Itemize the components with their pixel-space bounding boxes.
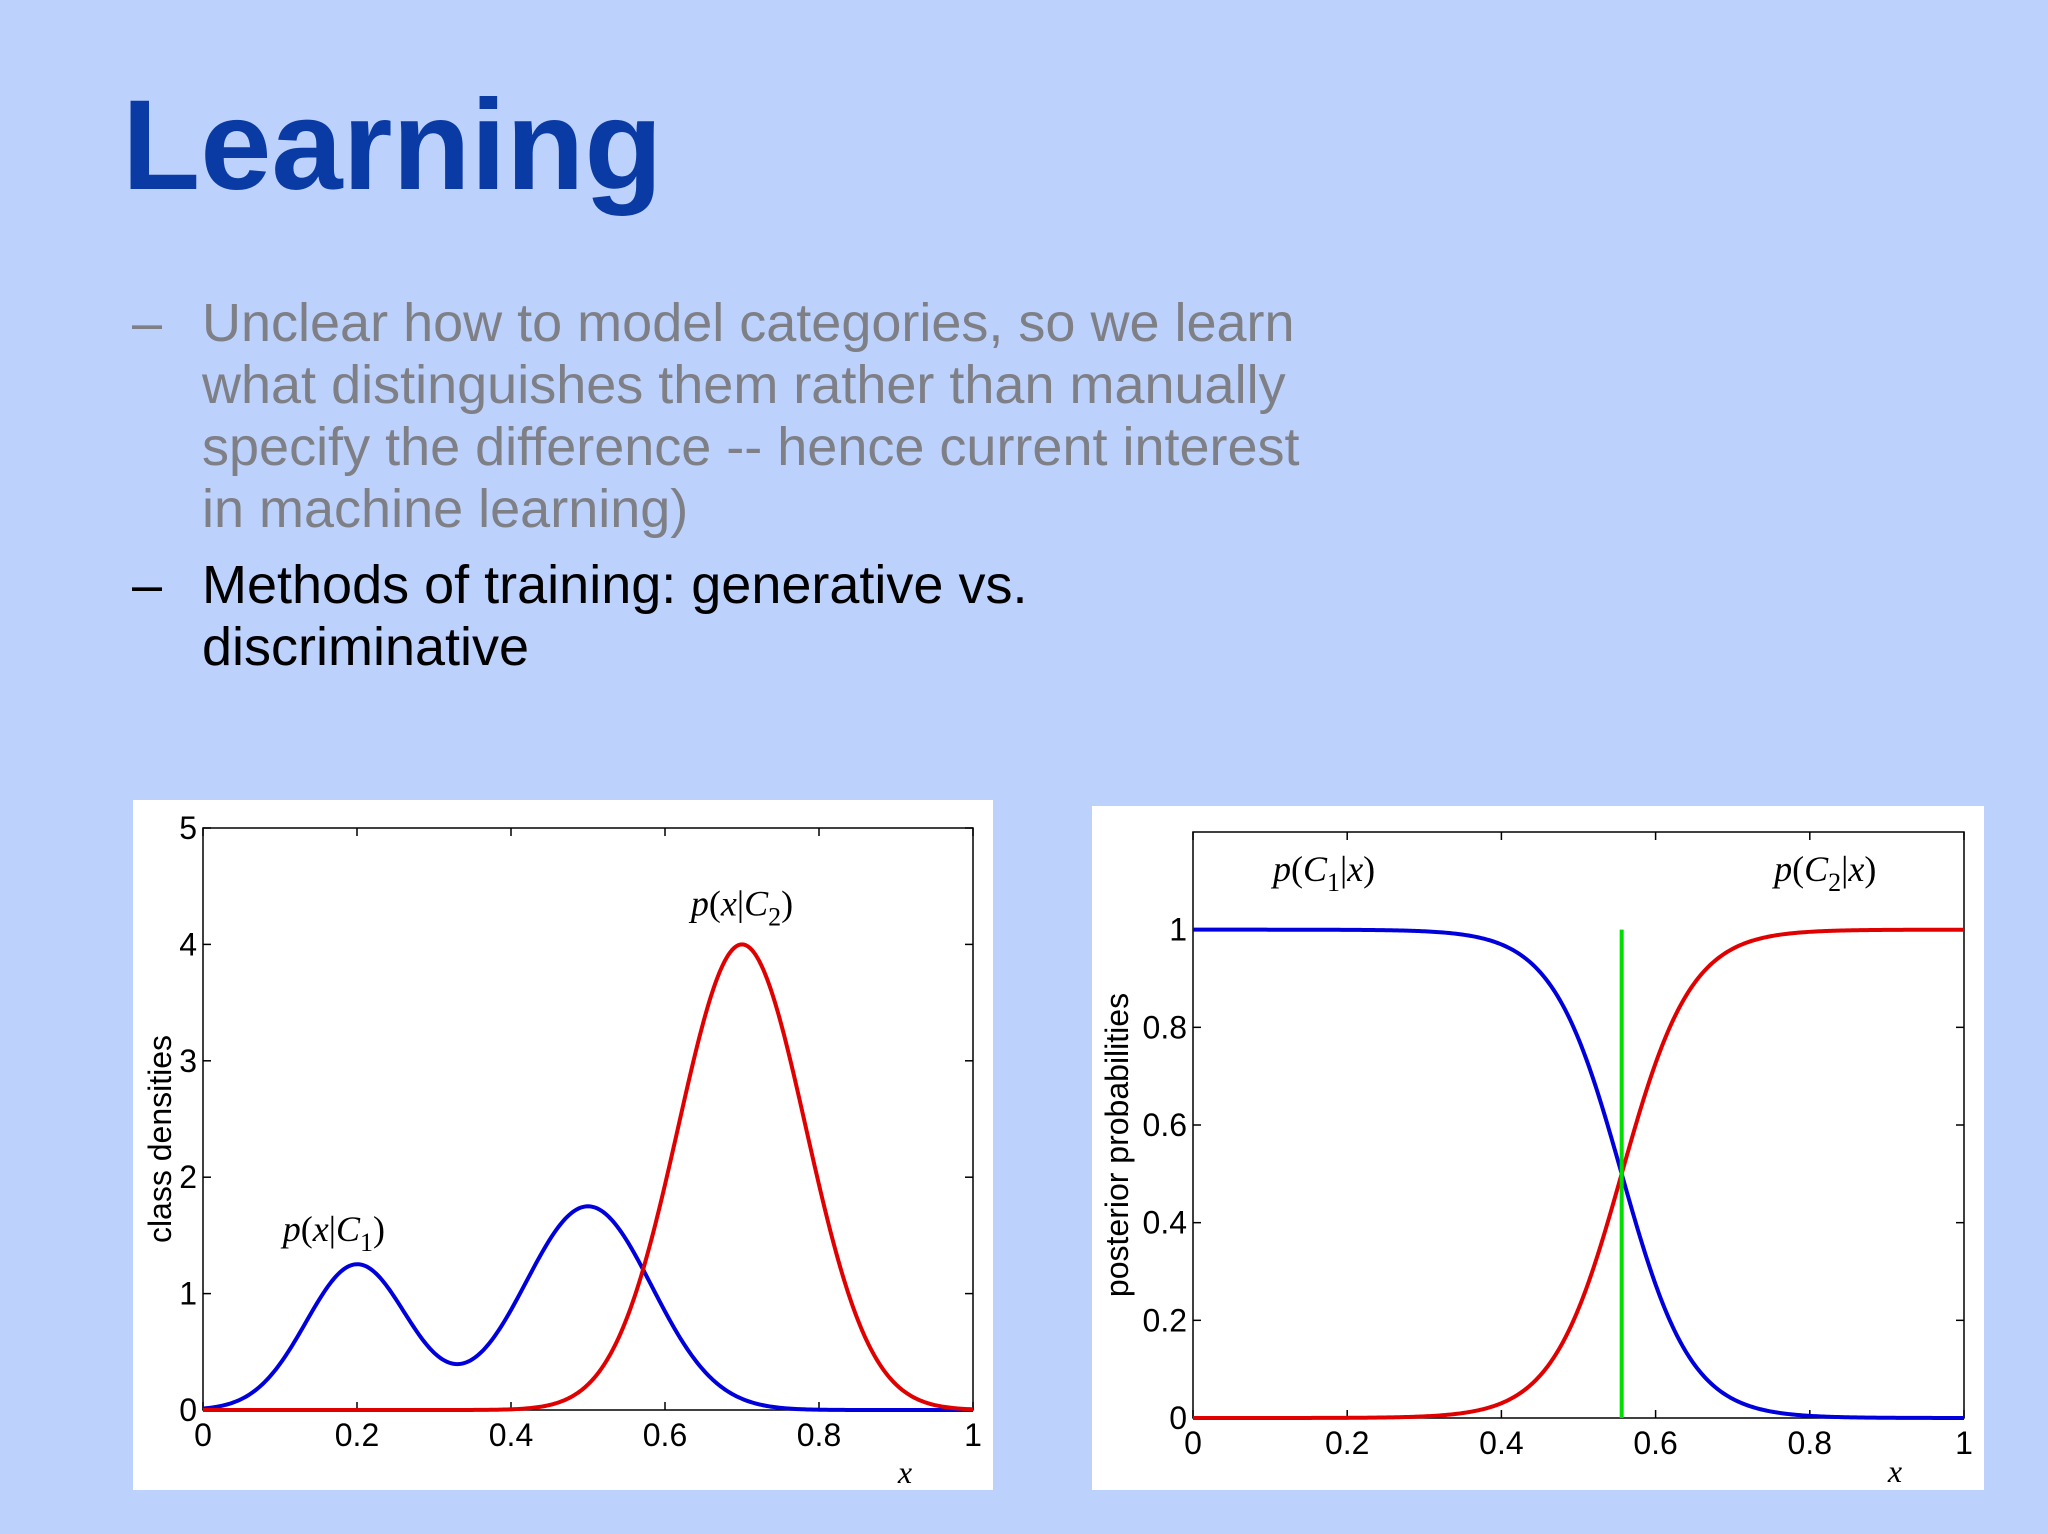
slide-title: Learning [122,74,663,217]
posterior-curve-1 [1193,927,1964,1420]
annotation-part: ( [1291,849,1303,889]
posterior-curve-2 [1193,927,1964,1420]
x-tick-label: 0.8 [797,1417,841,1453]
y-tick-label: 0.6 [1143,1107,1187,1143]
y-tick-label: 4 [179,926,197,962]
class-densities-svg: 0 0.2 0.4 0.6 0.8 1012345p(x|C1)p(x|C2)class … [142,810,982,1490]
class-densities-chart: 0 0.2 0.4 0.6 0.8 1 0 1 2 3 4 5 p(x|C1) p(x|C2) class … [133,800,993,1490]
y-tick-label: 1 [179,1276,197,1312]
annotation-part: p [280,1209,301,1249]
annotation-part: | [737,883,744,923]
annotation-part: |x [1841,849,1864,889]
x-tick-label: 0.4 [1479,1425,1523,1461]
annotation-part: |x [1340,849,1363,889]
x-tick-label: 0.2 [1325,1425,1369,1461]
annotation-part: p [1270,849,1291,889]
x-tick-label: 0.4 [489,1417,533,1453]
x-tick-label: 0.6 [643,1417,687,1453]
annotation-part: ) [781,883,793,923]
annotation-part: ) [1363,849,1375,889]
density-curve-2 [203,942,974,1412]
x-tick-label: 0.2 [335,1417,379,1453]
x-tick-label: 1 [1955,1425,1973,1461]
curve-annotation: p(x|C2) [688,883,793,931]
y-tick-label: 0.4 [1143,1205,1187,1241]
y-tick-label: 0 [1169,1400,1187,1436]
annotation-part: p [688,883,709,923]
annotation-part: C [1804,849,1829,889]
annotation-part: C [1303,849,1328,889]
x-tick-label: 0 [194,1417,212,1453]
y-tick-label: 0.2 [1143,1302,1187,1338]
y-tick-label: 1 [1169,912,1187,948]
annotation-part: x [312,1209,329,1249]
bullet-text: Methods of training: generative vs. disc… [202,555,1028,677]
annotation-part: C [336,1209,361,1249]
annotation-part: 1 [360,1228,373,1257]
annotation-part: x [720,883,737,923]
x-tick-label: 0.8 [1788,1425,1832,1461]
annotation-part: ( [301,1209,313,1249]
posterior-probabilities-svg: 0 0.2 0.4 0.6 0.8 100.20.40.60.81p(C1|x) p(C2|… [1099,831,1973,1489]
annotation-part: ( [1792,849,1804,889]
y-tick-label: 0 [179,1392,197,1428]
bullet-list: – Unclear how to model categories, so we… [132,292,1332,692]
bullet-dash: – [132,293,163,353]
y-tick-label: 5 [179,810,197,846]
annotation-part: 1 [1327,868,1340,897]
y-axis-title: posterior probabilities [1099,993,1135,1297]
annotation-part: 2 [1828,868,1841,897]
bullet-item-training-methods: – Methods of training: generative vs. di… [132,554,1332,678]
x-tick-label: 0 [1184,1425,1202,1461]
x-tick-label: 1 [964,1417,982,1453]
x-axis-title: x [897,1454,912,1490]
y-axis-title: class densities [142,1035,178,1243]
bullet-dash: – [132,555,163,615]
annotation-part: p [1771,849,1792,889]
curve-annotation: p(C1|x) [1270,849,1375,897]
curve-annotation: p(C2|x) [1771,849,1876,897]
y-tick-label: 2 [179,1159,197,1195]
annotation-part: 2 [768,902,781,931]
plot-frame [1192,831,1965,1419]
y-tick-label: 3 [179,1043,197,1079]
bullet-item-machine-learning: – Unclear how to model categories, so we… [132,292,1332,540]
annotation-part: | [329,1209,336,1249]
plot-frame [202,827,974,1411]
annotation-part: C [744,883,769,923]
bullet-text: Unclear how to model categories, so we l… [202,293,1300,539]
annotation-part: ) [373,1209,385,1249]
density-curve-1 [202,1204,973,1412]
annotation-part: ( [709,883,721,923]
posterior-probabilities-chart: 0 0.2 0.4 0.6 0.8 1 0 0.2 0.4 0.6 0.8 1 p(C1|x) p(C2|… [1092,806,1984,1490]
y-tick-label: 0.8 [1143,1009,1187,1045]
x-axis-title: x [1887,1453,1902,1489]
curve-annotation: p(x|C1) [280,1209,385,1257]
x-tick-label: 0.6 [1633,1425,1677,1461]
annotation-part: ) [1864,849,1876,889]
